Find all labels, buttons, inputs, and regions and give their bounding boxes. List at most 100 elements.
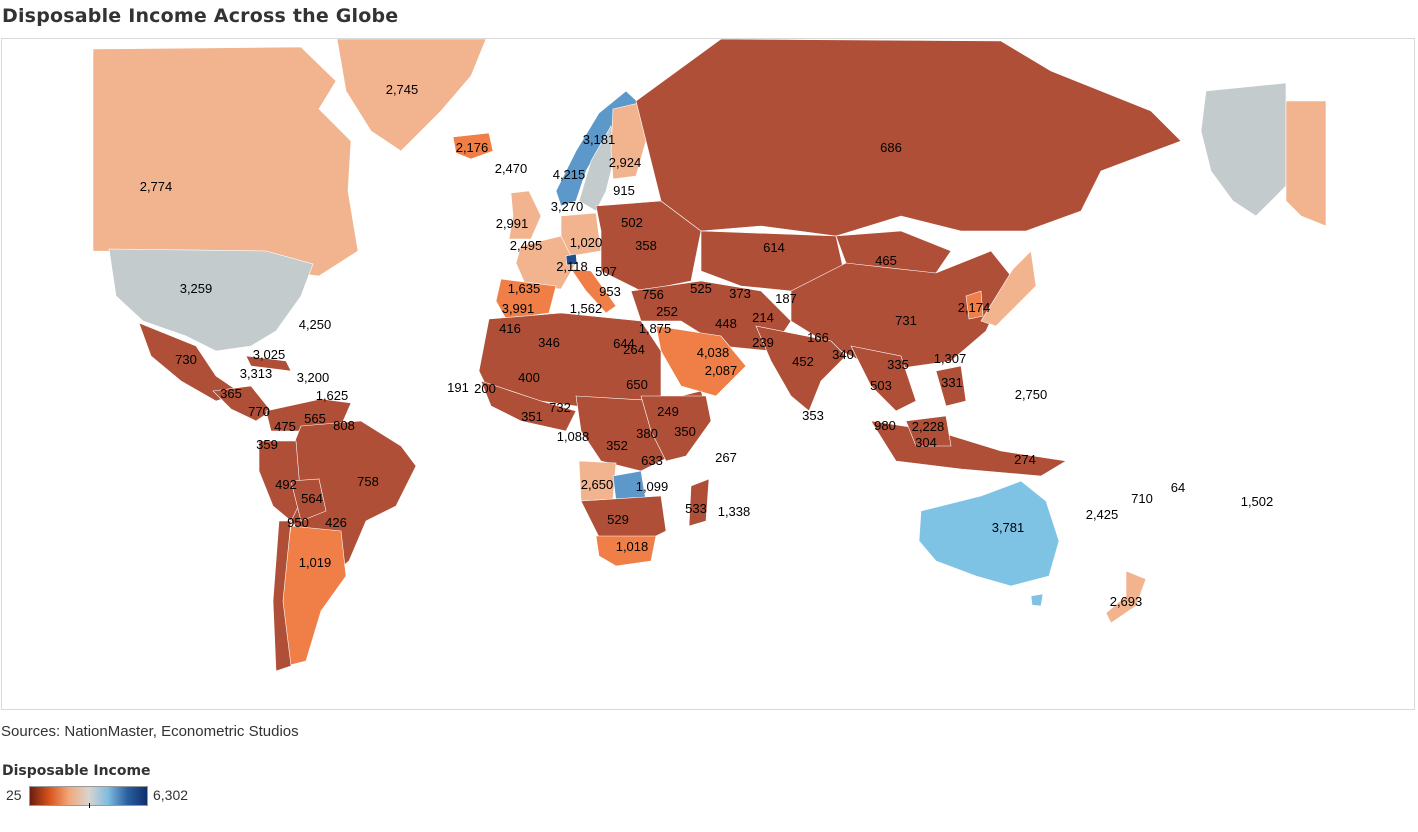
value-label: 304 [915,435,937,450]
value-label: 2,087 [705,363,738,378]
value-label: 365 [220,386,242,401]
value-label: 915 [613,183,635,198]
value-label: 756 [642,287,664,302]
value-label: 686 [880,140,902,155]
value-label: 4,038 [697,345,730,360]
legend-tick [89,803,90,808]
country-south-africa[interactable] [595,535,657,567]
value-label: 507 [595,264,617,279]
country-italy[interactable] [570,268,617,314]
value-label: 503 [870,378,892,393]
country-usa[interactable] [108,248,314,352]
value-label: 1,088 [557,429,590,444]
value-label: 1,099 [636,479,669,494]
country-australia[interactable] [918,480,1060,587]
country-bolivia[interactable] [290,478,327,522]
country-greenland[interactable] [336,39,487,152]
country-chile[interactable] [272,520,292,672]
country-switzerland[interactable] [565,253,578,266]
country-new-zealand[interactable] [1105,570,1147,624]
country-southeast-asia[interactable] [850,345,917,412]
value-label: 3,270 [551,199,584,214]
value-label: 3,200 [297,370,330,385]
value-label: 64 [1171,480,1185,495]
country-indonesia[interactable] [870,420,1067,477]
value-label: 525 [690,281,712,296]
value-label: 2,991 [496,216,529,231]
value-label: 3,025 [253,347,286,362]
value-label: 731 [895,313,917,328]
country-argentina[interactable] [280,525,347,667]
country-alaska[interactable] [1200,82,1287,217]
value-label: 1,019 [299,555,332,570]
country-japan[interactable] [980,250,1037,327]
country-east-africa[interactable] [640,395,712,462]
value-label: 3,313 [240,366,273,381]
country-uk[interactable] [508,190,542,240]
page-title: Disposable Income Across the Globe [2,5,399,27]
value-label: 3,259 [180,281,213,296]
country-madagascar[interactable] [688,478,710,527]
country-west-africa[interactable] [480,380,577,432]
value-label: 4,250 [299,317,332,332]
value-label: 1,338 [718,504,751,519]
country-iceland[interactable] [452,132,494,160]
value-label: 614 [763,240,785,255]
source-note: Sources: NationMaster, Econometric Studi… [1,723,299,740]
value-label: 2,425 [1086,507,1119,522]
country-philippines[interactable] [935,365,967,407]
country-tasmania[interactable] [1030,593,1044,607]
value-label: 416 [499,321,521,336]
value-label: 529 [607,512,629,527]
value-label: 400 [518,370,540,385]
value-label: 359 [256,437,278,452]
value-label: 4,215 [553,167,586,182]
world-map[interactable]: 2,745 2,774 3,259 4,250 2,176 2,470 3,181 4,215… [1,38,1415,710]
country-central-america[interactable] [212,385,272,422]
value-label: 352 [606,438,628,453]
country-cuba[interactable] [245,355,292,372]
value-label: 2,470 [495,161,528,176]
country-india[interactable] [755,325,847,412]
value-label: 2,118 [556,259,588,274]
country-malaysia[interactable] [905,415,952,447]
value-label: 758 [357,474,379,489]
value-label: 1,502 [1241,494,1274,509]
value-label: 770 [248,404,270,419]
value-label: 2,495 [510,238,543,253]
value-label: 465 [875,253,897,268]
value-label: 2,924 [609,155,642,170]
value-label: 1,018 [616,539,649,554]
legend-max-value: 6,302 [153,787,189,803]
value-label: 331 [941,375,963,390]
country-canada[interactable] [92,46,359,277]
value-label: 166 [807,330,829,345]
country-canada-east[interactable] [1285,100,1327,227]
value-label: 239 [752,335,774,350]
value-label: 335 [887,357,909,372]
country-china[interactable] [790,250,1012,372]
value-label: 2,650 [581,477,614,492]
value-label: 2,693 [1110,594,1143,609]
value-label: 1,562 [570,301,603,316]
value-label: 732 [549,400,571,415]
value-label: 808 [333,418,355,433]
value-label: 340 [832,347,854,362]
map-canvas: 2,745 2,774 3,259 4,250 2,176 2,470 3,181 4,215… [92,39,1327,672]
value-label: 200 [474,381,496,396]
value-label: 730 [175,352,197,367]
country-germany[interactable] [560,212,602,257]
value-label: 264 [623,342,645,357]
value-label: 953 [599,284,621,299]
value-label: 650 [626,377,648,392]
country-korea[interactable] [965,290,984,320]
value-label: 252 [656,304,678,319]
value-label: 475 [274,419,296,434]
value-label: 564 [301,491,323,506]
countries [92,39,1327,672]
country-russia[interactable] [635,39,1182,237]
value-label: 950 [287,515,309,530]
value-labels: 2,745 2,774 3,259 4,250 2,176 2,470 3,181 4,215… [140,82,1274,609]
value-label: 187 [775,291,797,306]
value-label: 350 [674,424,696,439]
